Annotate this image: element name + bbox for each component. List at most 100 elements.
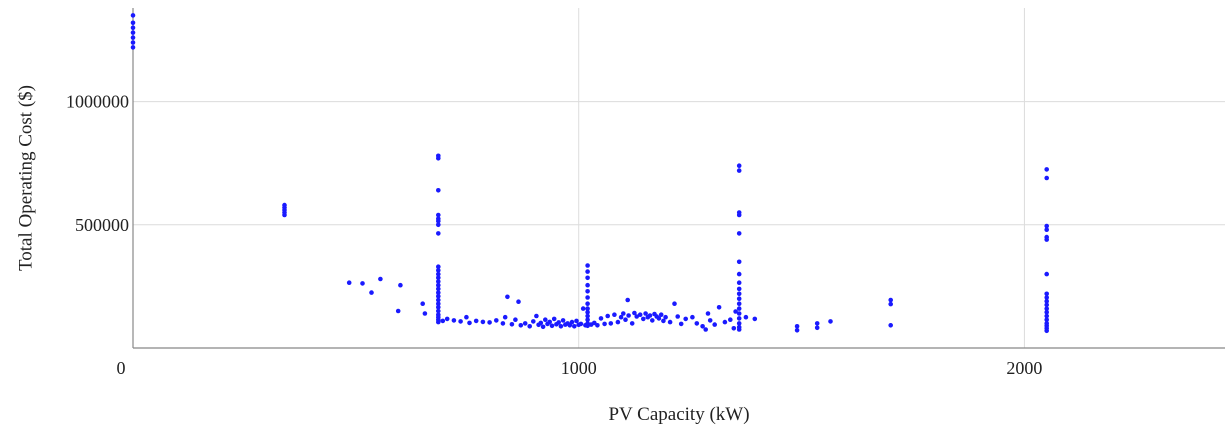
data-point (618, 314, 624, 320)
data-point (736, 212, 742, 218)
data-point (436, 308, 441, 314)
data-point (625, 297, 630, 303)
grid (133, 8, 1225, 348)
data-point (794, 324, 800, 329)
data-point (494, 318, 499, 323)
data-point (728, 317, 733, 323)
data-point (513, 317, 518, 323)
data-point (703, 327, 708, 332)
x-tick-label: 0 (117, 358, 126, 378)
data-point (130, 35, 136, 40)
data-point (534, 313, 539, 319)
data-point (643, 311, 648, 316)
data-point (436, 188, 441, 193)
data-point (1044, 298, 1049, 304)
data-point (547, 319, 552, 325)
data-point (360, 281, 365, 286)
data-point (436, 279, 441, 284)
data-point (518, 323, 524, 328)
data-point (436, 222, 441, 228)
data-point (634, 314, 639, 319)
data-point (626, 313, 631, 318)
data-point (458, 319, 463, 324)
data-point (1044, 237, 1049, 242)
data-point (736, 271, 742, 277)
data-point (736, 291, 742, 297)
data-point (615, 319, 621, 325)
data-point (621, 311, 626, 316)
data-point (440, 318, 446, 324)
data-point (736, 327, 742, 332)
data-point (585, 289, 590, 294)
data-point (736, 259, 742, 265)
data-point (436, 275, 441, 281)
data-point (608, 321, 614, 326)
data-point (1044, 302, 1049, 308)
data-point (736, 231, 742, 236)
data-point (130, 40, 136, 45)
data-point (527, 324, 532, 329)
data-point (436, 156, 441, 161)
data-point (690, 314, 695, 320)
data-point (502, 314, 508, 320)
data-point (585, 295, 590, 300)
data-point (567, 323, 573, 328)
data-point (736, 163, 742, 168)
data-point (436, 294, 441, 299)
data-point (436, 218, 441, 224)
data-point (130, 13, 136, 18)
data-point (395, 308, 401, 314)
y-tick-label: 1000000 (66, 92, 129, 112)
data-point (707, 318, 713, 323)
data-point (436, 290, 441, 295)
data-point (436, 319, 441, 325)
data-point (500, 321, 506, 326)
data-point (549, 323, 555, 329)
data-point (473, 318, 479, 324)
data-point (743, 314, 749, 320)
data-point (705, 311, 711, 316)
data-point (736, 286, 742, 292)
data-point (736, 296, 742, 302)
data-point (585, 275, 590, 281)
y-axis-title: Total Operating Cost ($) (15, 85, 36, 271)
axes (132, 8, 1225, 349)
data-point (505, 294, 510, 300)
data-point (130, 20, 136, 26)
data-point (736, 321, 742, 326)
data-point (888, 297, 893, 303)
data-point (1044, 223, 1049, 229)
data-point (558, 324, 564, 329)
y-tick-label: 500000 (75, 215, 129, 235)
data-point (585, 269, 590, 274)
data-point (667, 319, 673, 325)
data-point (629, 321, 635, 326)
data-point (585, 323, 590, 329)
data-point (1044, 310, 1049, 315)
data-point (658, 312, 664, 318)
data-point (578, 321, 584, 327)
data-point (598, 316, 604, 321)
data-point (580, 306, 586, 311)
data-point (585, 317, 590, 323)
data-point (436, 297, 441, 303)
data-point (585, 282, 590, 288)
data-point (531, 319, 536, 324)
data-point (444, 316, 450, 322)
data-point (585, 263, 590, 268)
data-point (1044, 271, 1049, 277)
data-point (733, 309, 738, 314)
data-point (612, 312, 617, 318)
data-point (888, 301, 893, 307)
data-point (656, 316, 662, 321)
data-point (585, 306, 590, 311)
data-point (637, 312, 643, 318)
data-point (663, 314, 668, 320)
data-point (551, 316, 557, 322)
data-point (595, 323, 600, 328)
data-point (605, 313, 610, 319)
data-point (509, 322, 515, 327)
data-point (522, 321, 528, 326)
data-point (736, 311, 742, 316)
data-point (585, 310, 590, 315)
